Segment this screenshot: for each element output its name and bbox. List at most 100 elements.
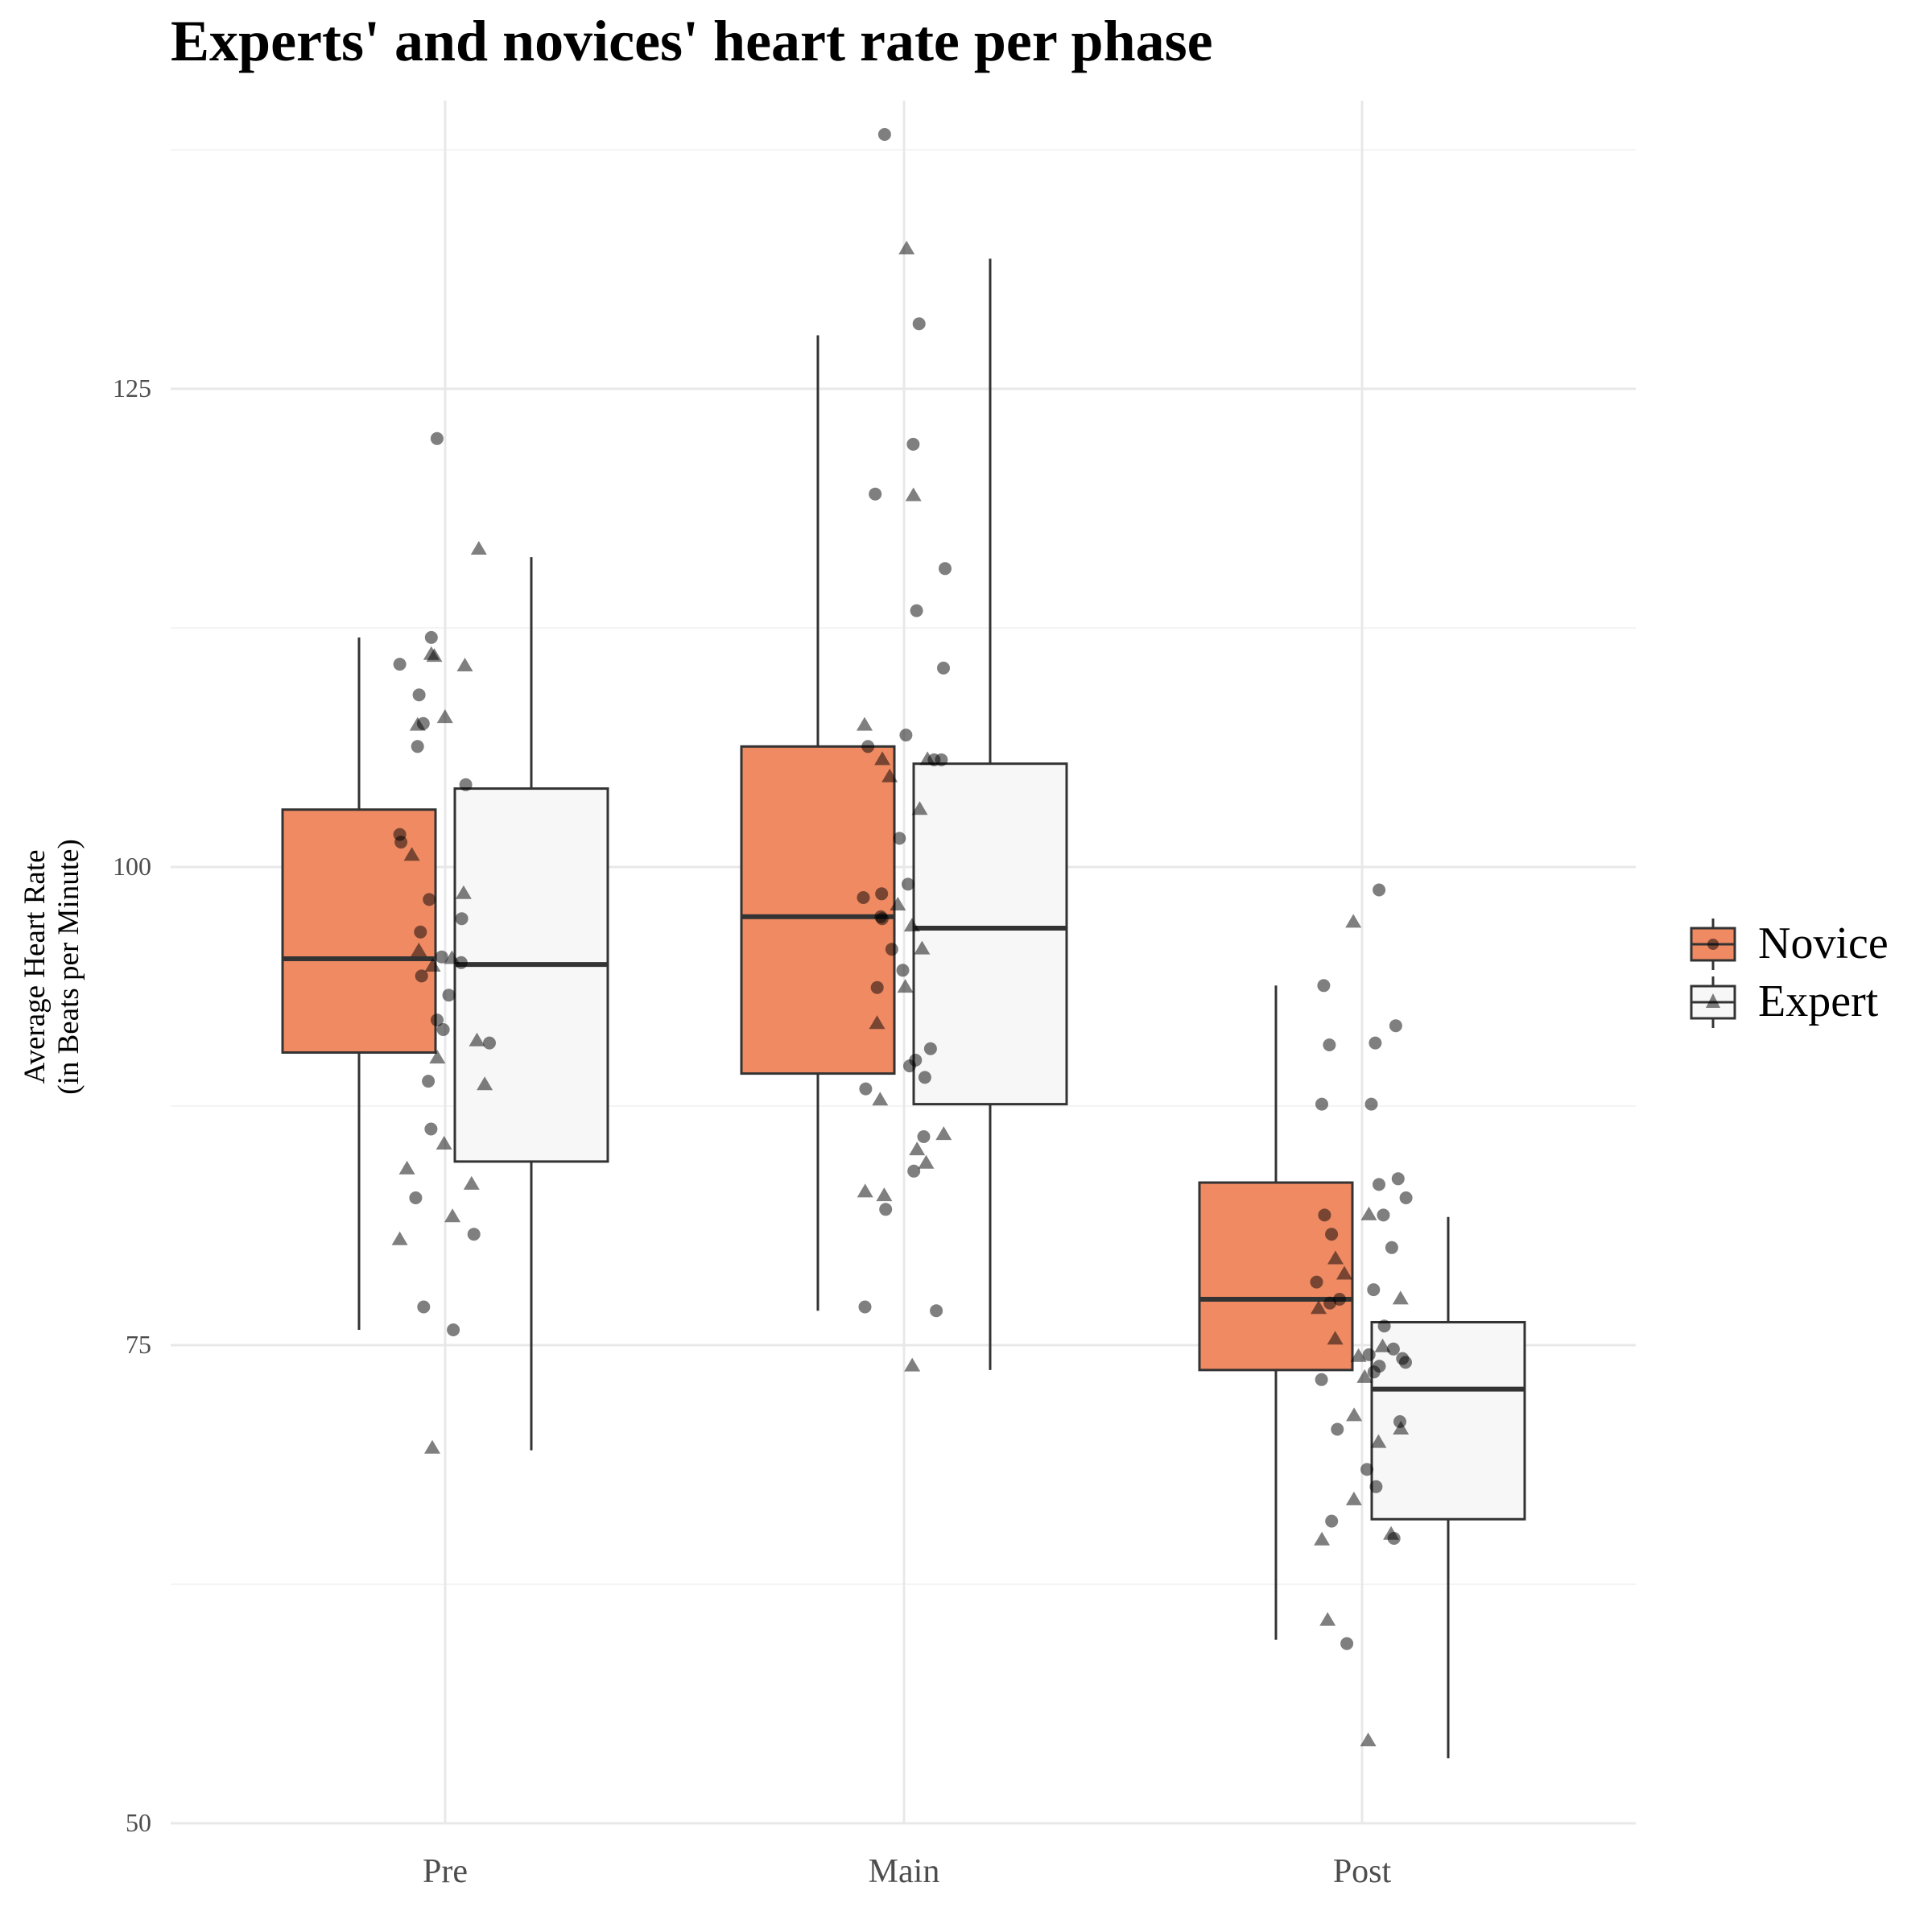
box-body [912, 762, 1068, 1106]
y-axis-label-line: (in Beats per Minute) [52, 839, 85, 1095]
y-axis-label-line: Average Heart Rate [19, 849, 52, 1084]
point-expert [1350, 1348, 1367, 1362]
point-expert [935, 1126, 952, 1141]
point-novice [858, 1300, 872, 1314]
point-novice [455, 912, 469, 926]
point-novice [1315, 1097, 1328, 1111]
box-novice-main [740, 335, 896, 1311]
point-expert [1311, 1300, 1327, 1315]
point-expert [1374, 1338, 1391, 1352]
legend-key-marker [1707, 939, 1719, 950]
legend: Novice Expert [1690, 919, 1889, 1028]
point-novice [910, 604, 923, 617]
point-novice [1389, 1019, 1402, 1033]
point-expert [1327, 1250, 1344, 1265]
point-novice [431, 1013, 444, 1027]
box-expert-pre [453, 557, 609, 1451]
point-novice [939, 562, 952, 576]
point-expert [919, 751, 936, 766]
point-novice [1364, 1097, 1378, 1111]
legend-item-novice: Novice [1690, 919, 1889, 970]
point-novice [1377, 1319, 1391, 1333]
box-expert-main [912, 258, 1068, 1370]
point-expert [444, 1208, 461, 1223]
point-novice [435, 950, 448, 964]
point-novice [422, 1075, 436, 1088]
point-novice [1331, 1422, 1344, 1436]
x-tick-label-post: Post [1333, 1853, 1392, 1890]
point-expert [876, 1187, 893, 1202]
point-novice [902, 877, 914, 891]
point-expert [1346, 1407, 1363, 1422]
point-expert [403, 847, 420, 861]
y-tick-label: 75 [126, 1330, 151, 1359]
point-novice [1373, 1178, 1385, 1191]
point-expert [1345, 1491, 1362, 1505]
point-expert [391, 1231, 408, 1245]
point-expert [890, 897, 906, 910]
point-expert [409, 716, 426, 731]
point-expert [455, 885, 472, 899]
point-expert [1314, 1531, 1331, 1546]
point-novice [412, 688, 426, 702]
point-expert [456, 658, 473, 671]
point-novice [917, 1130, 931, 1143]
point-expert [874, 751, 891, 766]
point-novice [415, 969, 428, 983]
point-expert [1360, 1732, 1377, 1747]
point-novice [903, 1059, 916, 1073]
point-expert [898, 241, 915, 254]
point-novice [937, 661, 950, 675]
point-novice [875, 887, 889, 901]
point-expert [904, 1357, 921, 1372]
point-novice [1325, 1228, 1339, 1241]
point-expert [426, 648, 443, 663]
point-novice [1325, 1514, 1339, 1528]
point-expert [1327, 1331, 1344, 1345]
point-novice [1318, 1208, 1331, 1222]
point-expert [1393, 1421, 1410, 1435]
point-expert [911, 801, 928, 815]
point-novice [857, 891, 870, 904]
point-novice [874, 910, 888, 923]
point-novice [442, 989, 456, 1002]
point-novice [411, 740, 424, 753]
point-novice [930, 1304, 943, 1318]
point-expert [872, 1092, 889, 1106]
point-expert [398, 1160, 415, 1174]
point-novice [1369, 1480, 1383, 1493]
point-expert [869, 1015, 886, 1030]
point-expert [857, 1183, 873, 1198]
point-novice [430, 431, 444, 445]
point-novice [896, 964, 910, 977]
chart-title: Experts' and novices' heart rate per pha… [171, 9, 1213, 73]
point-expert [1336, 1265, 1352, 1280]
y-tick-label: 100 [113, 852, 151, 881]
point-expert [444, 950, 460, 964]
point-novice [906, 437, 920, 451]
point-novice [1315, 1373, 1328, 1386]
point-novice [877, 128, 891, 141]
point-novice [423, 893, 436, 906]
point-expert [469, 1032, 485, 1046]
boxplot-boxes [281, 258, 1526, 1759]
point-novice [459, 778, 473, 791]
point-novice [885, 943, 898, 956]
point-expert [1360, 1206, 1377, 1220]
point-expert [909, 1141, 926, 1156]
point-expert [1319, 1612, 1336, 1626]
point-novice [409, 1191, 423, 1204]
point-novice [1310, 1275, 1323, 1289]
box-body [453, 787, 609, 1163]
point-novice [1360, 1463, 1374, 1476]
point-novice [870, 980, 884, 994]
point-expert [857, 716, 873, 731]
point-expert [1392, 1290, 1409, 1305]
point-expert [914, 940, 931, 955]
point-novice [1362, 1348, 1376, 1361]
point-novice [1340, 1637, 1354, 1650]
point-novice [923, 1042, 937, 1055]
legend-label: Expert [1758, 976, 1879, 1026]
point-novice [1367, 1283, 1381, 1297]
point-novice [414, 925, 427, 939]
